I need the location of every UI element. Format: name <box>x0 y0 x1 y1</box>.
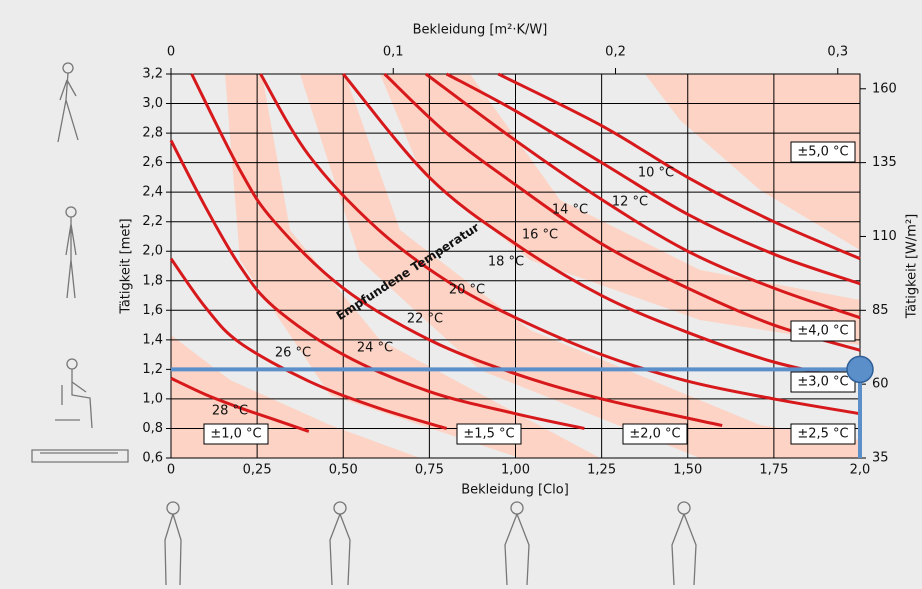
x-tick-label: 2,0 <box>850 463 871 478</box>
y-tick-label: 1,2 <box>142 362 163 377</box>
x-tick-label: 0,75 <box>415 463 444 478</box>
y2-tick-label: 160 <box>872 81 897 96</box>
curve-label: 12 °C <box>612 195 648 210</box>
y-tick-label: 2,2 <box>142 214 163 229</box>
x-tick-label: 0,25 <box>243 463 272 478</box>
x2-axis-title: Bekleidung [m²·K/W] <box>413 23 548 38</box>
x-tick-label: 1,50 <box>673 463 702 478</box>
tolerance-label: ±1,0 °C <box>210 427 261 442</box>
curve-label: 26 °C <box>275 346 311 361</box>
x2-tick-label: 0,3 <box>827 45 848 60</box>
x2-tick-label: 0,2 <box>605 45 626 60</box>
tolerance-label: ±2,5 °C <box>797 427 848 442</box>
x2-tick-label: 0 <box>167 45 175 60</box>
y-tick-label: 3,0 <box>142 96 163 111</box>
x-tick-label: 1,25 <box>587 463 616 478</box>
y-tick-label: 1,6 <box>142 303 163 318</box>
curve-label: 18 °C <box>488 255 524 270</box>
y-tick-label: 1,4 <box>142 332 163 347</box>
y-tick-label: 1,0 <box>142 391 163 406</box>
y2-tick-label: 60 <box>872 377 889 392</box>
tolerance-label: ±5,0 °C <box>797 145 848 160</box>
x-tick-label: 0,50 <box>329 463 358 478</box>
tolerance-label: ±4,0 °C <box>797 324 848 339</box>
curve-label: 14 °C <box>552 203 588 218</box>
tolerance-label: ±2,0 °C <box>629 427 680 442</box>
y-tick-label: 2,6 <box>142 155 163 170</box>
y-tick-label: 3,2 <box>142 67 163 82</box>
x-axis-title: Bekleidung [Clo] <box>461 483 569 498</box>
y-tick-label: 0,6 <box>142 451 163 466</box>
x-tick-label: 1,00 <box>501 463 530 478</box>
curve-label: 10 °C <box>638 166 674 181</box>
curve-label: 20 °C <box>449 283 485 298</box>
y2-tick-label: 85 <box>872 303 889 318</box>
tolerance-label: ±3,0 °C <box>797 375 848 390</box>
curve-label: 16 °C <box>522 228 558 243</box>
y-tick-label: 2,0 <box>142 244 163 259</box>
x2-tick-label: 0,1 <box>383 45 404 60</box>
curve-label: 22 °C <box>407 312 443 327</box>
y-axis-title: Tätigkeit [met] <box>119 218 134 314</box>
marker-point <box>847 356 873 382</box>
y-tick-label: 1,8 <box>142 273 163 288</box>
y2-tick-label: 110 <box>872 229 897 244</box>
curve-label: 28 °C <box>212 404 248 419</box>
y2-axis-title: Tätigkeit [W/m²] <box>905 214 920 320</box>
x-tick-label: 1,75 <box>759 463 788 478</box>
x-tick-label: 0 <box>167 463 175 478</box>
y-tick-label: 2,4 <box>142 185 163 200</box>
y2-tick-label: 35 <box>872 451 889 466</box>
y-tick-label: 2,8 <box>142 126 163 141</box>
chart: Empfundene Temperatur Bekleidung [m²·K/W… <box>0 0 922 589</box>
tolerance-label: ±1,5 °C <box>463 427 514 442</box>
curve-label: 24 °C <box>357 341 393 356</box>
y2-tick-label: 135 <box>872 155 897 170</box>
y-tick-label: 0,8 <box>142 421 163 436</box>
